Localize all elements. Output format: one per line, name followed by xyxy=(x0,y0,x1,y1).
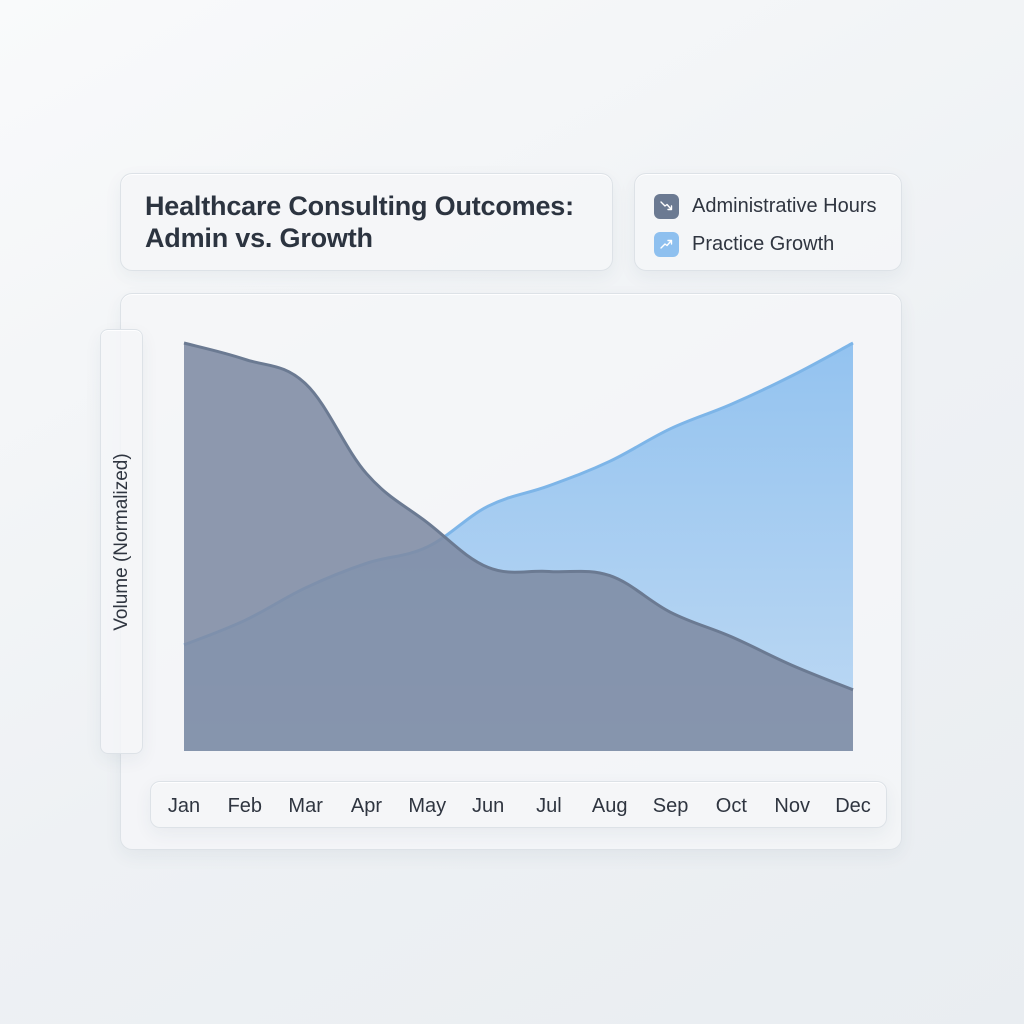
x-axis-card xyxy=(150,781,887,828)
legend: Administrative Hours Practice Growth xyxy=(634,173,902,271)
trend-down-glyph xyxy=(660,200,673,210)
y-axis-label-card: Volume (Normalized) xyxy=(100,329,143,754)
legend-label-administrative-hours: Administrative Hours xyxy=(692,194,877,217)
legend-item-practice-growth: Practice Growth xyxy=(654,230,834,258)
trend-up-glyph xyxy=(660,239,673,249)
trend-up-icon xyxy=(654,231,679,257)
legend-item-administrative-hours: Administrative Hours xyxy=(654,192,877,220)
trend-down-icon xyxy=(654,193,679,219)
y-axis-label: Volume (Normalized) xyxy=(110,452,132,631)
chart-title: Healthcare Consulting Outcomes: Admin vs… xyxy=(145,191,574,253)
legend-label-practice-growth: Practice Growth xyxy=(692,232,835,255)
plot-panel xyxy=(120,293,902,850)
title-card: Healthcare Consulting Outcomes: Admin vs… xyxy=(120,173,613,271)
